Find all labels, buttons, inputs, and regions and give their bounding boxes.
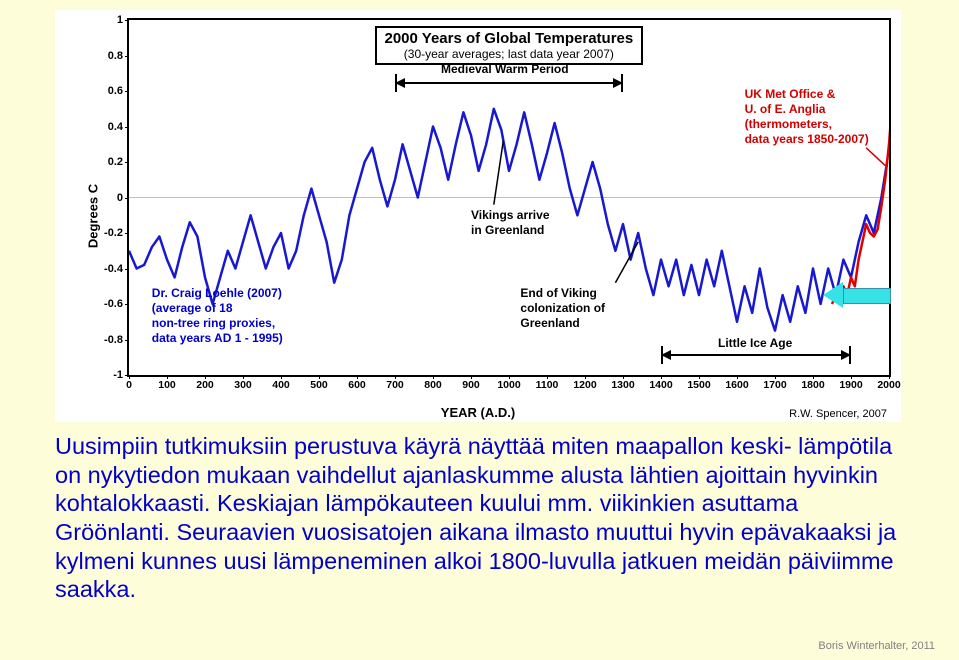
y-axis-label: Degrees C [86,184,101,248]
plot-area: -1-0.8-0.6-0.4-0.200.20.40.60.8101002003… [127,18,891,377]
slide-page: Degrees C YEAR (A.D.) R.W. Spencer, 2007… [0,0,959,660]
footer-credit: Boris Winterhalter, 2011 [818,640,935,652]
ukmo-source-annotation: UK Met Office & U. of E. Anglia (thermom… [745,87,869,147]
little-ice-age-label: Little Ice Age [718,336,792,351]
chart-image: Degrees C YEAR (A.D.) R.W. Spencer, 2007… [55,10,901,422]
chart-credit: R.W. Spencer, 2007 [789,408,887,420]
x-axis-label: YEAR (A.D.) [441,405,515,420]
highlight-arrow-icon [843,288,891,304]
chart-title-box: 2000 Years of Global Temperatures(30-yea… [375,26,644,65]
loehle-source-annotation: Dr. Craig Loehle (2007) (average of 18 n… [152,286,283,346]
vikings-arrive-annotation: Vikings arrive in Greenland [471,208,550,238]
chart-subtitle: (30-year averages; last data year 2007) [385,47,634,61]
vikings-end-annotation: End of Viking colonization of Greenland [520,286,605,331]
caption-text: Uusimpiin tutkimuksiin perustuva käyrä n… [55,432,910,604]
medieval-warm-period-label: Medieval Warm Period [441,62,569,77]
chart-title: 2000 Years of Global Temperatures [385,30,634,47]
